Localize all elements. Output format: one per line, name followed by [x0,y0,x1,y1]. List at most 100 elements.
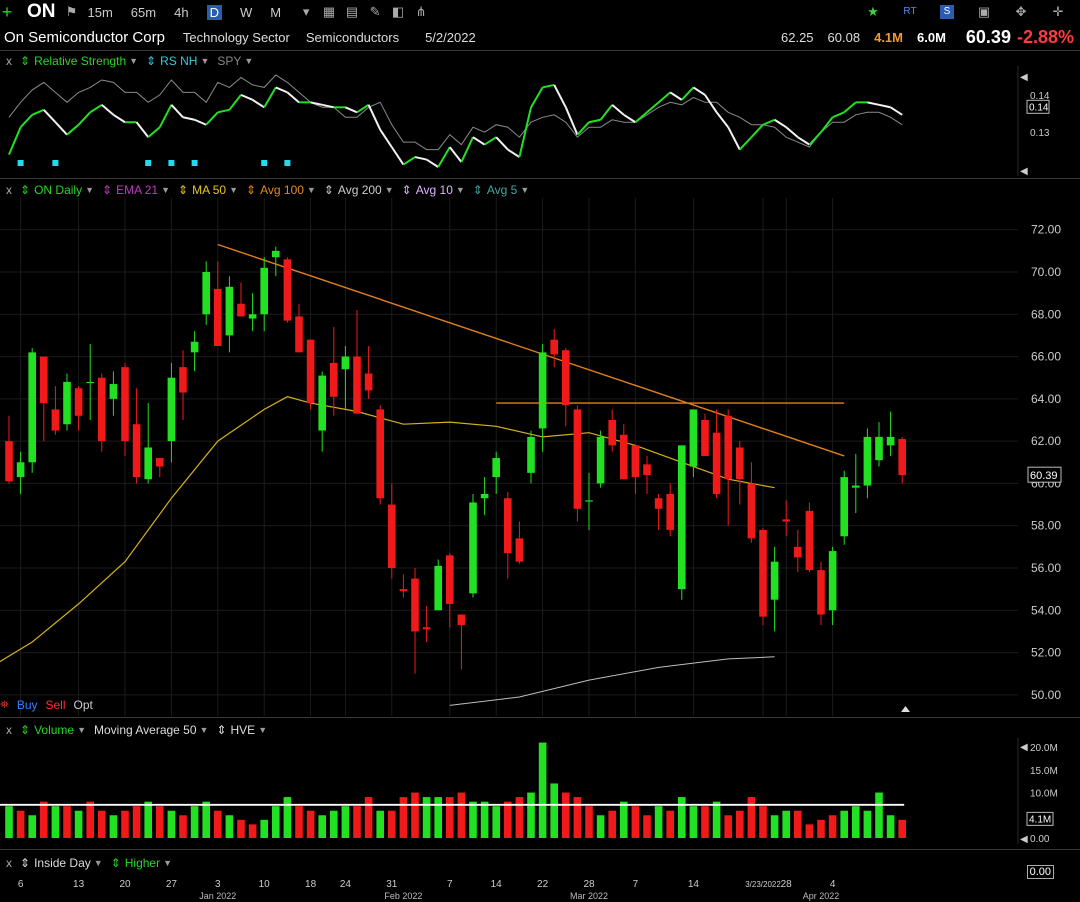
chevron-down-icon[interactable]: ▼ [306,185,316,195]
settings-icon[interactable]: S [940,5,954,19]
rs-new-high-marker [145,160,152,166]
chevron-down-icon[interactable]: ▼ [129,56,139,66]
star-icon[interactable]: ★ [867,4,879,19]
candle-body [886,436,895,446]
rs-scroll-left-icon: ◀ [1020,72,1028,83]
chevron-down-icon[interactable]: ▼ [520,185,530,195]
candle-body [666,494,674,530]
hve-label[interactable]: HVE [230,723,256,737]
close-rs-panel-button[interactable]: x [6,54,12,68]
hve-updown-icon[interactable]: ⇕ [216,723,227,737]
chevron-down-icon[interactable]: ▼ [455,185,465,195]
share-icon[interactable]: ⋔ [415,4,427,19]
legend-updown-icon[interactable]: ⇕ [178,183,189,197]
legend-item[interactable]: Avg 5 [486,183,518,197]
add-icon[interactable]: + [1,2,13,22]
buy-button[interactable]: Buy [16,698,38,712]
volume-label[interactable]: Volume [34,723,75,737]
rt-icon[interactable]: RT [903,6,917,17]
volume-value-box [1026,811,1054,826]
legend-item[interactable]: ON Daily [34,183,83,197]
volume-bar [341,806,350,838]
pin-icon[interactable]: ⛯ [0,698,9,711]
volume-bar [399,797,408,838]
chevron-down-icon[interactable]: ▼ [161,185,171,195]
close-indicator-panel-button[interactable]: x [6,856,12,870]
legend-updown-icon[interactable]: ⇕ [246,183,257,197]
legend-updown-icon[interactable]: ⇕ [472,183,483,197]
save-icon[interactable]: ▣ [977,4,991,19]
rs-line-segment [414,156,427,161]
legend-item[interactable]: Avg 200 [337,183,382,197]
higher-updown-icon[interactable]: ⇕ [110,856,121,870]
rs-line-segment [623,113,636,124]
rs-updown-icon[interactable]: ⇕ [20,54,31,68]
rs-label[interactable]: Relative Strength [34,54,127,68]
candle-body [504,498,512,554]
legend-updown-icon[interactable]: ⇕ [323,183,334,197]
volume-bar [5,806,13,838]
inside-day-label[interactable]: Inside Day [34,856,91,870]
chart-type-icon[interactable]: ▦ [322,4,336,19]
dropdown-icon[interactable]: ▾ [302,4,310,19]
legend-updown-icon[interactable]: ⇕ [401,183,412,197]
industry[interactable]: Semiconductors [305,29,400,45]
legend-item[interactable]: EMA 21 [116,183,159,197]
candle-body [573,409,582,509]
sell-button[interactable]: Sell [45,698,66,712]
crosshair-icon[interactable]: ✛ [1052,4,1064,19]
close-price-panel-button[interactable]: x [6,183,12,197]
legend-item[interactable]: MA 50 [192,183,227,197]
timeframe-w[interactable]: W [239,4,253,20]
options-button[interactable]: Opt [73,698,93,712]
volume-updown-icon[interactable]: ⇕ [20,723,31,737]
volume-bar [504,801,512,838]
rs-nh-updown-icon[interactable]: ⇕ [146,54,157,68]
chevron-down-icon[interactable]: ▼ [258,725,268,735]
legend-item[interactable]: Avg 10 [415,183,453,197]
benchmark-label[interactable]: SPY [217,54,242,68]
y-tick-label: 70.00 [1031,265,1061,279]
chevron-down-icon[interactable]: ▼ [229,185,239,195]
volume-ma-label[interactable]: Moving Average 50 [94,723,197,737]
rs-line-segment [808,131,822,146]
chevron-down-icon[interactable]: ▼ [200,56,210,66]
volume-bar [689,806,698,838]
pencil-icon[interactable]: ✎ [369,4,381,19]
sector[interactable]: Technology Sector [182,29,290,45]
calculator-icon[interactable]: ▤ [345,4,359,19]
timeframe-m[interactable]: M [270,4,282,20]
candle-body [364,373,373,391]
chevron-down-icon[interactable]: ▼ [77,725,87,735]
indicator-updown-icon[interactable]: ⇕ [20,856,31,870]
candle-body [225,286,234,336]
timeframe-d[interactable]: D [206,4,222,20]
move-icon[interactable]: ✥ [1015,4,1027,19]
legend-item[interactable]: Avg 100 [260,183,304,197]
timeframe-65m[interactable]: 65m [130,4,157,20]
rs-line-segment [727,126,741,151]
rs-nh-label[interactable]: RS NH [160,54,198,68]
chevron-down-icon[interactable]: ▼ [85,185,94,195]
rs-new-high-marker [17,160,24,166]
close-volume-panel-button[interactable]: x [6,723,12,737]
chevron-down-icon[interactable]: ▼ [384,185,394,195]
timeframe-4h[interactable]: 4h [174,4,189,20]
timeframe-15m[interactable]: 15m [87,4,113,20]
candle-body [620,434,628,480]
candle-body [875,436,883,461]
higher-label[interactable]: Higher [124,856,161,870]
volume-bar [74,810,83,838]
flag-icon[interactable]: ⚑ [65,4,78,19]
symbol-label[interactable]: ON [27,1,56,22]
legend-updown-icon[interactable]: ⇕ [20,183,31,197]
legend-updown-icon[interactable]: ⇕ [102,183,113,197]
chevron-down-icon[interactable]: ▼ [93,858,103,868]
layers-icon[interactable]: ◧ [391,4,405,19]
chevron-down-icon[interactable]: ▼ [163,858,173,868]
chevron-down-icon[interactable]: ▼ [199,725,209,735]
chevron-down-icon[interactable]: ▼ [244,56,254,66]
candle-body [5,441,13,482]
candle-body [376,409,384,499]
rs-line-segment [194,118,207,126]
